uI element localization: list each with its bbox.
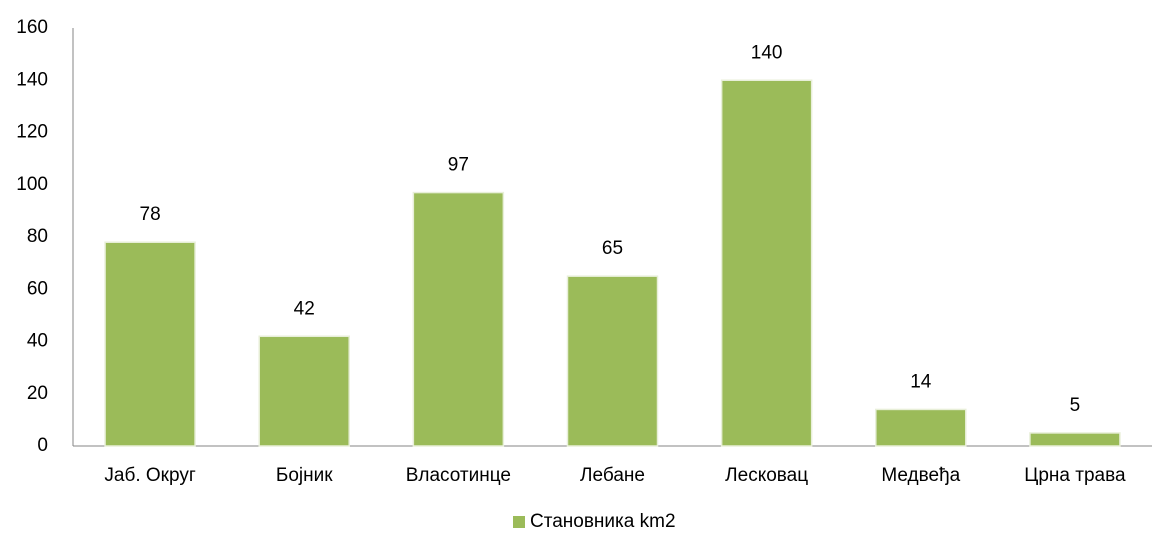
legend-label: Становника km2 xyxy=(530,511,676,532)
y-tick-label: 40 xyxy=(27,331,48,352)
bar xyxy=(1029,432,1121,447)
y-tick-label: 120 xyxy=(16,122,48,143)
y-tick-label: 140 xyxy=(16,69,48,90)
data-label: 5 xyxy=(1070,395,1081,416)
y-tick-label: 80 xyxy=(27,226,48,247)
x-tick-label: Лесковац xyxy=(725,465,808,486)
legend-swatch xyxy=(513,516,525,528)
y-tick-label: 20 xyxy=(27,383,48,404)
data-label: 65 xyxy=(602,238,623,259)
bar xyxy=(566,275,659,447)
bar xyxy=(720,79,813,447)
x-tick-label: Црна трава xyxy=(1024,465,1126,486)
y-tick-label: 160 xyxy=(16,17,48,38)
bar xyxy=(875,408,967,447)
x-tick-label: Лебане xyxy=(580,465,645,486)
y-tick-label: 100 xyxy=(16,174,48,195)
data-label: 140 xyxy=(751,42,783,63)
x-tick-label: Медвеђа xyxy=(881,465,960,486)
bar xyxy=(104,241,196,447)
data-label: 14 xyxy=(910,371,932,392)
data-label: 42 xyxy=(294,298,315,319)
data-label: 78 xyxy=(140,204,161,225)
x-tick-label: Јаб. Округ xyxy=(104,465,195,486)
data-label: 97 xyxy=(448,155,469,176)
bar xyxy=(258,335,350,447)
x-tick-label: Власотинце xyxy=(406,465,511,486)
y-tick-label: 0 xyxy=(37,435,48,456)
y-tick-label: 60 xyxy=(27,278,48,299)
bar xyxy=(412,191,505,447)
x-tick-label: Бојник xyxy=(276,465,333,486)
